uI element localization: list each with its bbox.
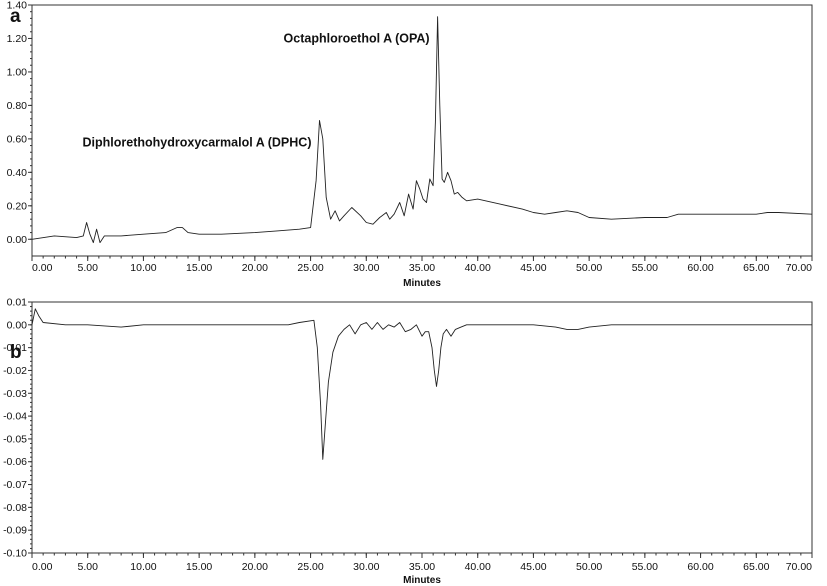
x-tick-label: 0.00	[32, 262, 53, 274]
x-tick-label: 45.00	[520, 561, 546, 573]
x-tick-label: 25.00	[297, 262, 323, 274]
chromatogram-line	[31, 16, 813, 244]
y-tick-label: -0.02	[3, 365, 27, 377]
y-tick-label: 0.80	[7, 100, 28, 112]
x-tick-label: 60.00	[687, 561, 713, 573]
y-tick-label: -0.07	[3, 479, 27, 491]
x-tick-label: 70.00	[786, 262, 812, 274]
x-tick-label: 70.00	[786, 561, 812, 573]
x-tick-label: 20.00	[242, 561, 268, 573]
x-tick-label: 0.00	[32, 561, 53, 573]
peak-annotation: Octaphloroethol A (OPA)	[284, 32, 430, 46]
y-tick-label: -0.03	[3, 388, 27, 400]
x-tick-label: 10.00	[130, 262, 156, 274]
x-tick-label: 40.00	[465, 262, 491, 274]
x-tick-label: 20.00	[242, 262, 268, 274]
x-tick-label: 50.00	[576, 262, 602, 274]
chart-panel-a: 0.00 0.20 0.40 0.60 0.80 1.00 1.20 1.40 0.00 5.00…	[7, 0, 813, 289]
x-tick-label: 10.00	[130, 561, 156, 573]
y-tick-label: -0.01	[3, 342, 27, 354]
plot-frame	[31, 301, 813, 554]
x-tick-label: 65.00	[743, 561, 769, 573]
y-tick-label: 0.20	[7, 200, 28, 212]
x-tick-label: 55.00	[632, 262, 658, 274]
x-tick-label: 45.00	[520, 262, 546, 274]
y-tick-label: 1.00	[7, 66, 28, 78]
y-tick-label: -0.04	[3, 411, 27, 423]
y-tick-label: 0.00	[7, 319, 28, 331]
y-tick-label: -0.09	[3, 525, 27, 537]
x-tick-label: 50.00	[576, 561, 602, 573]
x-tick-label: 40.00	[465, 561, 491, 573]
chromatogram-line	[31, 308, 812, 460]
x-axis-title: Minutes	[403, 278, 441, 289]
x-tick-label: 35.00	[409, 561, 435, 573]
x-tick-label: 30.00	[353, 561, 379, 573]
x-tick-label: 15.00	[186, 262, 212, 274]
y-tick-label: 0.60	[7, 133, 28, 145]
x-tick-label: 25.00	[297, 561, 323, 573]
y-tick-label: 1.40	[7, 0, 28, 12]
panel-label: b	[10, 342, 22, 363]
y-tick-label: 0.00	[7, 234, 28, 246]
y-tick-label: -0.10	[3, 548, 27, 560]
peak-annotation: Diphlorethohydroxycarmalol A (DPHC)	[83, 135, 312, 149]
y-tick-label: 0.01	[7, 297, 28, 309]
y-tick-label: 1.20	[7, 33, 28, 45]
x-tick-label: 65.00	[743, 262, 769, 274]
x-tick-label: 55.00	[632, 561, 658, 573]
chart-panel-b: 0.01 0.00 -0.01 -0.02 -0.03 -0.04 -0.05 -0.06 -0…	[3, 297, 813, 586]
y-tick-label: -0.05	[3, 433, 27, 445]
x-tick-label: 5.00	[77, 262, 98, 274]
panel-label: a	[10, 6, 21, 27]
y-tick-label: -0.06	[3, 456, 27, 468]
x-tick-label: 15.00	[186, 561, 212, 573]
x-tick-label: 5.00	[77, 561, 98, 573]
x-tick-label: 30.00	[353, 262, 379, 274]
x-tick-label: 60.00	[687, 262, 713, 274]
x-tick-label: 35.00	[409, 262, 435, 274]
x-axis-title: Minutes	[403, 575, 441, 586]
y-tick-label: 0.40	[7, 167, 28, 179]
y-tick-label: -0.08	[3, 502, 27, 514]
